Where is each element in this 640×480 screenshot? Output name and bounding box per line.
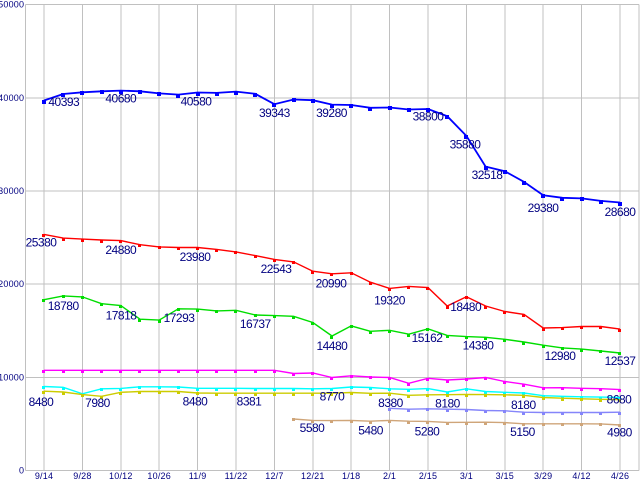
svg-text:22543: 22543 [261, 262, 293, 276]
svg-text:12537: 12537 [605, 354, 637, 368]
svg-text:10000: 10000 [0, 372, 24, 382]
svg-text:23980: 23980 [180, 250, 212, 264]
svg-text:7980: 7980 [85, 396, 111, 410]
svg-text:8480: 8480 [29, 395, 55, 409]
svg-text:3/15: 3/15 [496, 471, 514, 480]
svg-text:40393: 40393 [48, 95, 80, 109]
svg-text:5280: 5280 [415, 425, 441, 439]
svg-text:39343: 39343 [259, 106, 291, 120]
svg-text:18780: 18780 [48, 299, 80, 313]
svg-text:19320: 19320 [374, 294, 406, 308]
svg-text:29380: 29380 [528, 201, 560, 215]
svg-text:35880: 35880 [450, 138, 482, 152]
svg-text:40000: 40000 [0, 93, 24, 103]
svg-text:24880: 24880 [105, 243, 137, 257]
svg-text:11/9: 11/9 [189, 471, 207, 480]
svg-text:1/18: 1/18 [342, 471, 360, 480]
svg-text:8180: 8180 [435, 397, 461, 411]
svg-text:50000: 50000 [0, 0, 24, 10]
svg-text:9/14: 9/14 [35, 471, 53, 480]
svg-text:4980: 4980 [607, 426, 633, 440]
svg-text:40680: 40680 [105, 91, 137, 105]
svg-text:14380: 14380 [463, 339, 495, 353]
svg-text:5480: 5480 [358, 424, 384, 438]
svg-text:12980: 12980 [545, 349, 577, 363]
svg-text:39280: 39280 [316, 106, 348, 120]
svg-text:20000: 20000 [0, 279, 24, 289]
svg-text:8180: 8180 [511, 398, 537, 412]
svg-text:20990: 20990 [316, 277, 348, 291]
svg-text:4/26: 4/26 [611, 471, 629, 480]
svg-text:32518: 32518 [472, 168, 504, 182]
svg-text:4/12: 4/12 [572, 471, 590, 480]
svg-text:3/29: 3/29 [534, 471, 552, 480]
svg-text:2/15: 2/15 [419, 471, 437, 480]
svg-text:5580: 5580 [300, 421, 326, 435]
svg-text:14480: 14480 [316, 339, 348, 353]
svg-text:16737: 16737 [240, 317, 272, 331]
svg-text:38800: 38800 [413, 110, 445, 124]
svg-text:11/22: 11/22 [225, 471, 248, 480]
svg-text:28680: 28680 [605, 205, 637, 219]
svg-text:9/28: 9/28 [73, 471, 91, 480]
svg-text:12/21: 12/21 [301, 471, 325, 480]
svg-text:12/7: 12/7 [265, 471, 283, 480]
svg-text:15162: 15162 [412, 331, 444, 345]
svg-text:30000: 30000 [0, 186, 24, 196]
svg-text:18480: 18480 [450, 300, 482, 314]
svg-text:8770: 8770 [320, 390, 346, 404]
svg-text:5150: 5150 [510, 425, 536, 439]
svg-text:3/1: 3/1 [460, 471, 473, 480]
svg-text:40580: 40580 [181, 94, 213, 108]
svg-text:17293: 17293 [164, 311, 196, 325]
svg-text:10/12: 10/12 [109, 471, 133, 480]
svg-text:8480: 8480 [183, 395, 209, 409]
svg-text:0: 0 [19, 466, 24, 476]
svg-text:17818: 17818 [106, 309, 138, 323]
svg-text:25380: 25380 [26, 236, 58, 250]
svg-text:8680: 8680 [607, 393, 633, 407]
svg-text:8380: 8380 [378, 396, 404, 410]
svg-text:2/1: 2/1 [383, 471, 396, 480]
svg-text:10/26: 10/26 [147, 471, 171, 480]
svg-text:8381: 8381 [237, 395, 263, 409]
